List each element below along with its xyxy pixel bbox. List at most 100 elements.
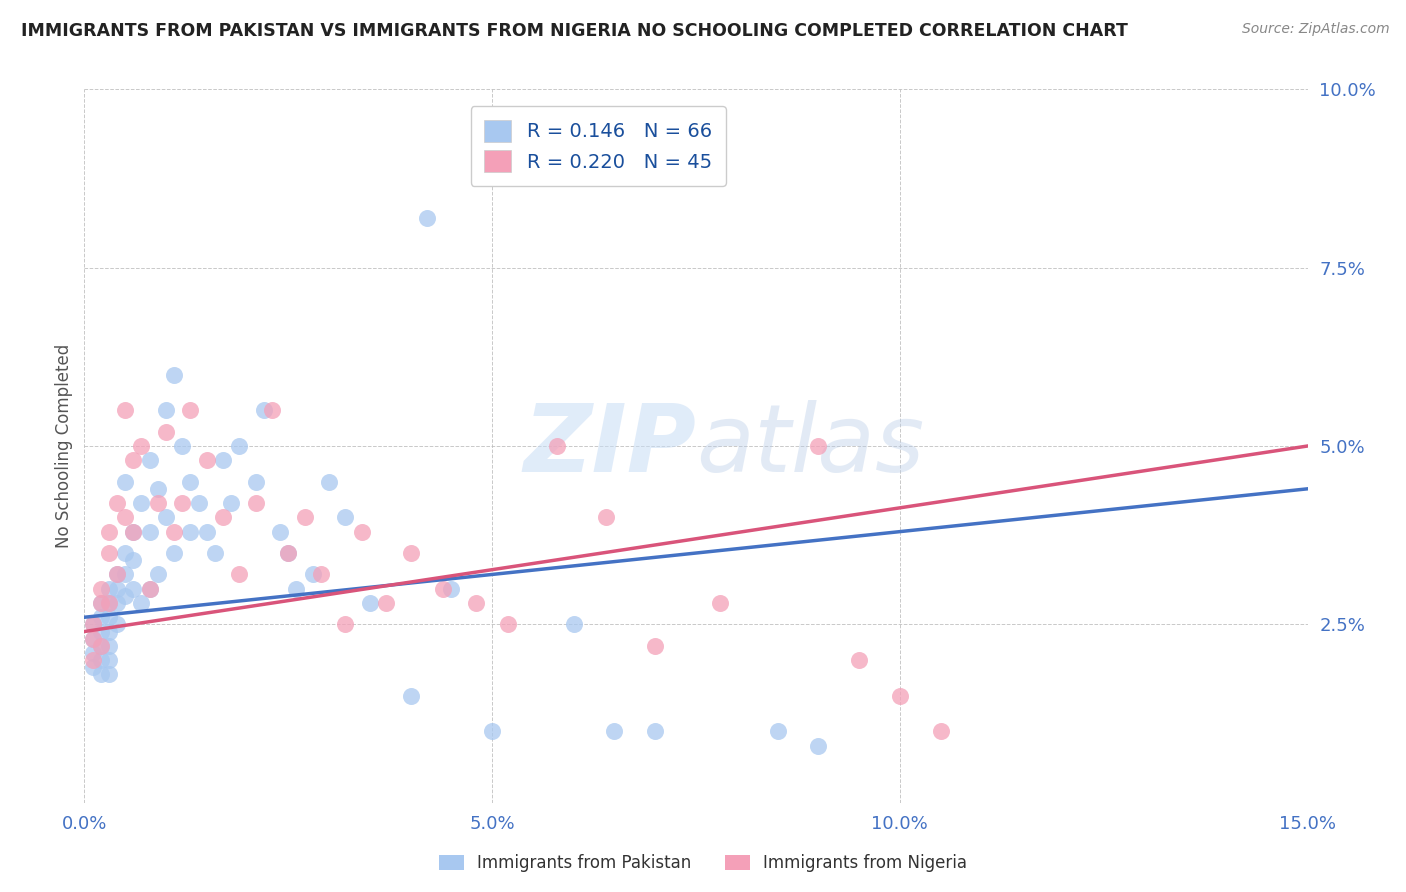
Text: IMMIGRANTS FROM PAKISTAN VS IMMIGRANTS FROM NIGERIA NO SCHOOLING COMPLETED CORRE: IMMIGRANTS FROM PAKISTAN VS IMMIGRANTS F… — [21, 22, 1128, 40]
Point — [228, 439, 250, 453]
Point — [399, 689, 422, 703]
Point — [138, 453, 160, 467]
Point — [105, 567, 128, 582]
Point — [97, 610, 120, 624]
Point — [204, 546, 226, 560]
Point — [82, 632, 104, 646]
Point — [155, 403, 177, 417]
Point — [122, 582, 145, 596]
Point — [114, 475, 136, 489]
Point — [335, 617, 357, 632]
Point — [82, 632, 104, 646]
Point — [163, 524, 186, 539]
Point — [90, 582, 112, 596]
Point — [105, 617, 128, 632]
Point — [294, 510, 316, 524]
Point — [195, 524, 218, 539]
Point — [138, 582, 160, 596]
Point — [432, 582, 454, 596]
Point — [90, 639, 112, 653]
Point — [155, 425, 177, 439]
Point — [253, 403, 276, 417]
Point — [172, 439, 194, 453]
Point — [212, 510, 235, 524]
Point — [929, 724, 952, 739]
Point — [709, 596, 731, 610]
Text: ZIP: ZIP — [523, 400, 696, 492]
Point — [97, 596, 120, 610]
Point — [464, 596, 486, 610]
Point — [90, 624, 112, 639]
Point — [807, 739, 830, 753]
Point — [807, 439, 830, 453]
Legend: R = 0.146   N = 66, R = 0.220   N = 45: R = 0.146 N = 66, R = 0.220 N = 45 — [471, 106, 725, 186]
Point — [82, 660, 104, 674]
Point — [97, 624, 120, 639]
Point — [163, 546, 186, 560]
Point — [481, 724, 503, 739]
Point — [138, 524, 160, 539]
Point — [90, 653, 112, 667]
Point — [105, 567, 128, 582]
Point — [97, 596, 120, 610]
Point — [187, 496, 209, 510]
Legend: Immigrants from Pakistan, Immigrants from Nigeria: Immigrants from Pakistan, Immigrants fro… — [432, 847, 974, 879]
Point — [309, 567, 332, 582]
Point — [219, 496, 242, 510]
Point — [114, 567, 136, 582]
Point — [114, 589, 136, 603]
Point — [97, 524, 120, 539]
Point — [245, 475, 267, 489]
Point — [82, 617, 104, 632]
Point — [146, 482, 169, 496]
Point — [498, 617, 520, 632]
Point — [122, 524, 145, 539]
Point — [848, 653, 870, 667]
Point — [97, 653, 120, 667]
Point — [301, 567, 323, 582]
Point — [97, 639, 120, 653]
Point — [228, 567, 250, 582]
Text: Source: ZipAtlas.com: Source: ZipAtlas.com — [1241, 22, 1389, 37]
Point — [114, 403, 136, 417]
Point — [212, 453, 235, 467]
Point — [155, 510, 177, 524]
Point — [131, 439, 153, 453]
Point — [245, 496, 267, 510]
Point — [146, 496, 169, 510]
Point — [277, 546, 299, 560]
Point — [335, 510, 357, 524]
Point — [440, 582, 463, 596]
Point — [105, 582, 128, 596]
Point — [131, 496, 153, 510]
Point — [603, 724, 626, 739]
Point — [82, 646, 104, 660]
Point — [82, 653, 104, 667]
Point — [114, 510, 136, 524]
Point — [562, 617, 585, 632]
Point — [172, 496, 194, 510]
Point — [105, 596, 128, 610]
Point — [179, 524, 201, 539]
Point — [359, 596, 381, 610]
Point — [546, 439, 568, 453]
Point — [889, 689, 911, 703]
Y-axis label: No Schooling Completed: No Schooling Completed — [55, 344, 73, 548]
Point — [90, 639, 112, 653]
Point — [138, 582, 160, 596]
Point — [122, 553, 145, 567]
Point — [90, 667, 112, 681]
Text: atlas: atlas — [696, 401, 924, 491]
Point — [122, 524, 145, 539]
Point — [416, 211, 439, 225]
Point — [163, 368, 186, 382]
Point — [82, 617, 104, 632]
Point — [350, 524, 373, 539]
Point — [766, 724, 789, 739]
Point — [399, 546, 422, 560]
Point — [105, 496, 128, 510]
Point — [179, 475, 201, 489]
Point — [114, 546, 136, 560]
Point — [97, 667, 120, 681]
Point — [644, 724, 666, 739]
